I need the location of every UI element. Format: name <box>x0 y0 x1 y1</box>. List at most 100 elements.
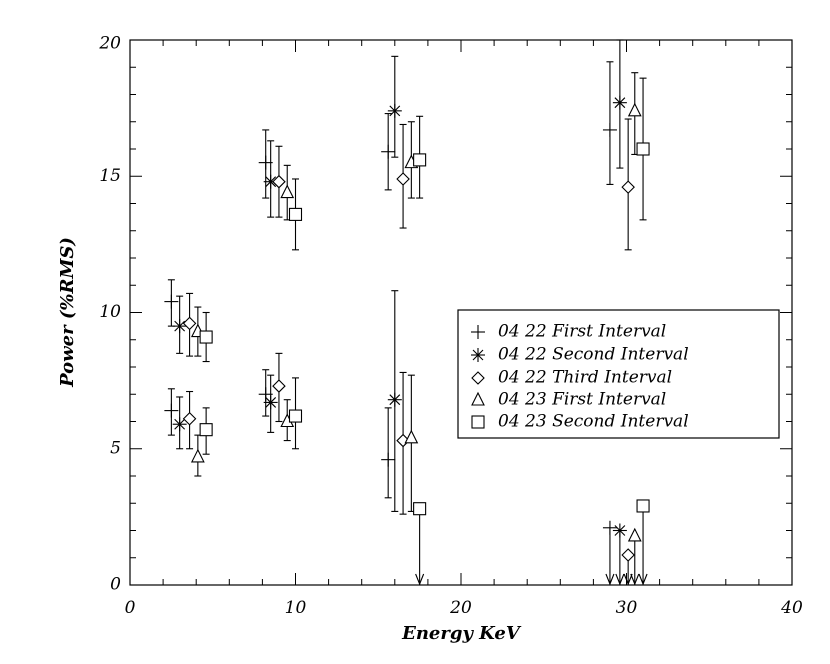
data-points <box>164 39 650 586</box>
series-5 <box>199 77 650 586</box>
minor-ticks <box>130 40 792 585</box>
data-point <box>636 77 650 221</box>
data-point <box>199 407 213 455</box>
data-point <box>636 499 650 586</box>
data-point <box>288 178 303 251</box>
marker-triangle <box>190 448 205 463</box>
marker-square <box>636 499 650 513</box>
y-tick-label-20: 20 <box>98 34 121 54</box>
data-point <box>381 407 396 499</box>
data-point <box>182 390 197 450</box>
legend-symbol-plus <box>471 325 485 339</box>
data-point <box>413 502 427 586</box>
upper-limit-arrow <box>630 573 640 586</box>
legend-label-3: 04 22 Third Interval <box>498 368 672 388</box>
data-point <box>413 115 427 199</box>
data-point <box>621 118 635 251</box>
y-tick-label-0: 0 <box>110 575 121 595</box>
marker-diamond <box>272 174 286 189</box>
marker-asterisk <box>612 95 627 110</box>
y-axis-title: Power (%RMS) <box>57 237 78 388</box>
data-point <box>263 140 278 218</box>
marker-square <box>636 142 650 156</box>
marker-square <box>413 502 427 516</box>
marker-asterisk <box>263 174 278 189</box>
data-point <box>621 548 635 586</box>
marker-square <box>199 423 213 437</box>
marker-diamond <box>182 316 197 331</box>
marker-plus <box>381 452 396 467</box>
data-point <box>387 55 402 158</box>
marker-square <box>288 207 303 221</box>
marker-diamond <box>621 180 635 194</box>
data-point <box>381 113 396 191</box>
marker-triangle <box>404 429 419 444</box>
data-point <box>404 374 419 512</box>
marker-triangle <box>627 102 642 117</box>
marker-square <box>199 330 213 344</box>
marker-asterisk <box>387 392 402 407</box>
data-point <box>190 434 205 477</box>
x-tick-label-0: 0 <box>125 598 136 618</box>
data-point <box>172 295 187 354</box>
legend-label-4: 04 23 First Interval <box>498 390 666 410</box>
marker-square <box>288 409 303 423</box>
series-3 <box>182 118 635 586</box>
data-point <box>288 377 303 450</box>
upper-limit-arrow <box>415 573 425 586</box>
data-point <box>199 311 213 363</box>
y-tick-label-10: 10 <box>99 302 121 322</box>
legend-label-5: 04 23 Second Interval <box>498 412 689 432</box>
legend-box <box>457 309 780 439</box>
legend-symbol-diamond <box>471 371 485 385</box>
y-tick-label-5: 5 <box>110 438 121 458</box>
legend-symbol-triangle <box>471 391 485 406</box>
marker-diamond <box>272 379 286 393</box>
legend-label-2: 04 22 Second Interval <box>498 345 689 365</box>
axes: 0 10 20 30 40 0 5 10 15 20 Energy KeV Po… <box>57 34 803 645</box>
legend-label-1: 04 22 First Interval <box>498 322 666 342</box>
marker-asterisk <box>612 523 627 538</box>
y-tick-label-15: 15 <box>99 166 121 186</box>
data-point <box>182 292 197 357</box>
data-point <box>164 279 179 327</box>
marker-diamond <box>621 548 635 562</box>
marker-square <box>413 153 427 167</box>
data-point <box>612 39 627 169</box>
legend: 04 22 First Interval 04 22 Second Interv… <box>457 309 780 439</box>
data-point <box>387 290 402 512</box>
data-point <box>272 352 286 423</box>
series-4 <box>190 72 642 586</box>
x-tick-label-10: 10 <box>285 598 307 618</box>
marker-plus <box>164 294 179 309</box>
marker-plus <box>164 403 179 418</box>
marker-asterisk <box>387 103 402 118</box>
data-point <box>612 523 627 586</box>
data-point <box>164 388 179 436</box>
marker-asterisk <box>172 319 187 334</box>
upper-limit-arrow <box>605 573 615 586</box>
legend-symbols <box>471 325 485 429</box>
data-point <box>627 527 642 586</box>
marker-asterisk <box>263 395 278 410</box>
data-point <box>602 520 617 586</box>
data-point <box>602 61 617 185</box>
marker-diamond <box>396 172 410 186</box>
data-point <box>172 396 187 450</box>
data-point <box>280 164 295 221</box>
data-point <box>396 123 410 229</box>
marker-plus <box>381 144 396 159</box>
legend-symbol-square <box>471 415 485 429</box>
legend-symbol-asterisk <box>471 348 485 362</box>
x-axis-title: Energy KeV <box>401 623 522 644</box>
x-tick-label-30: 30 <box>616 598 638 618</box>
upper-limit-arrow <box>615 573 625 586</box>
upper-limit-arrow <box>638 573 648 586</box>
marker-diamond <box>182 411 197 426</box>
x-tick-label-20: 20 <box>449 598 472 618</box>
marker-plus <box>602 520 617 535</box>
x-tick-label-40: 40 <box>780 598 803 618</box>
data-point <box>627 72 642 155</box>
